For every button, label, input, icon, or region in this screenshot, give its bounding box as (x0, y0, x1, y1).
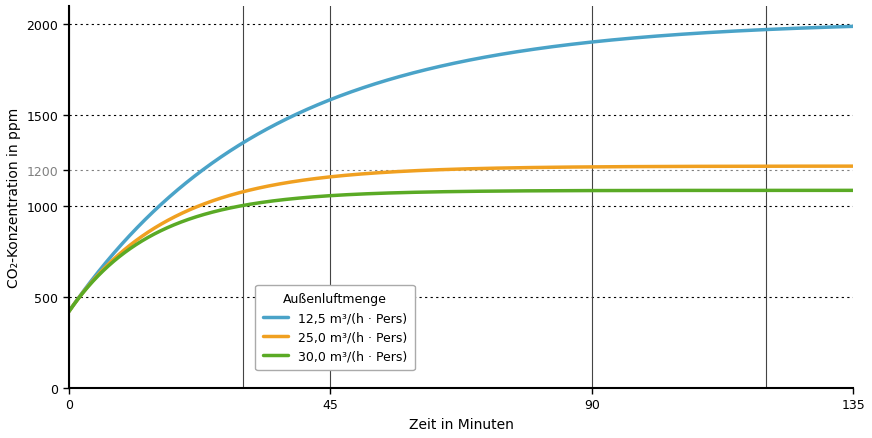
30,0 m³/(h · Pers) (424, 190, 434, 195)
12,5 m³/(h · Pers) (825, 25, 835, 31)
30,0 m³/(h · Pers) (104, 263, 114, 268)
25,0 m³/(h · Pers) (424, 168, 434, 173)
12,5 m³/(h · Pers) (848, 25, 858, 30)
12,5 m³/(h · Pers) (424, 67, 434, 72)
Legend: 12,5 m³/(h · Pers), 25,0 m³/(h · Pers), 30,0 m³/(h · Pers): 12,5 m³/(h · Pers), 25,0 m³/(h · Pers), … (255, 285, 415, 371)
30,0 m³/(h · Pers) (848, 188, 858, 194)
Line: 25,0 m³/(h · Pers): 25,0 m³/(h · Pers) (69, 167, 853, 312)
25,0 m³/(h · Pers) (64, 309, 74, 314)
Line: 12,5 m³/(h · Pers): 12,5 m³/(h · Pers) (69, 27, 853, 312)
12,5 m³/(h · Pers) (104, 257, 114, 262)
25,0 m³/(h · Pers) (445, 167, 455, 173)
30,0 m³/(h · Pers) (64, 309, 74, 314)
Line: 30,0 m³/(h · Pers): 30,0 m³/(h · Pers) (69, 191, 853, 312)
30,0 m³/(h · Pers) (681, 188, 691, 194)
12,5 m³/(h · Pers) (445, 62, 455, 67)
12,5 m³/(h · Pers) (681, 32, 691, 38)
25,0 m³/(h · Pers) (848, 164, 858, 170)
12,5 m³/(h · Pers) (64, 309, 74, 314)
30,0 m³/(h · Pers) (825, 188, 835, 194)
25,0 m³/(h · Pers) (825, 164, 835, 170)
25,0 m³/(h · Pers) (681, 164, 691, 170)
12,5 m³/(h · Pers) (825, 25, 835, 31)
30,0 m³/(h · Pers) (445, 190, 455, 195)
X-axis label: Zeit in Minuten: Zeit in Minuten (409, 417, 514, 431)
30,0 m³/(h · Pers) (825, 188, 835, 194)
Y-axis label: CO₂-Konzentration in ppm: CO₂-Konzentration in ppm (7, 108, 21, 287)
25,0 m³/(h · Pers) (825, 164, 835, 170)
25,0 m³/(h · Pers) (104, 261, 114, 267)
